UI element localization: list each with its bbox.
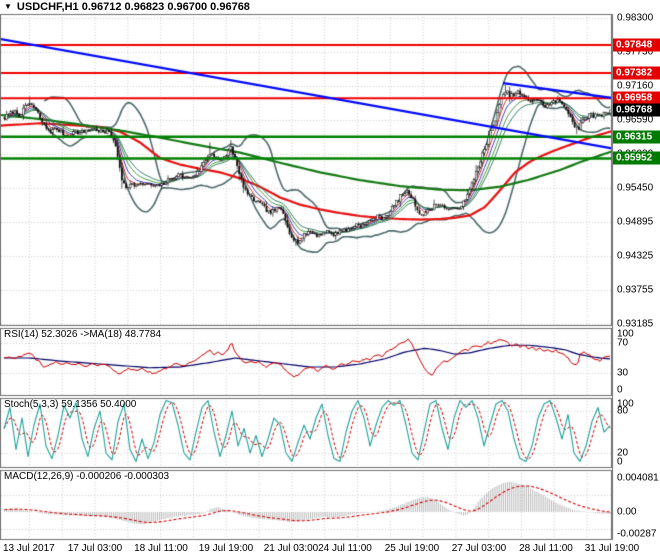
price-chart-canvas[interactable] — [0, 0, 660, 560]
chart-window: ▼ USDCHF,H1 0.96712 0.96823 0.96700 0.967… — [0, 0, 660, 560]
